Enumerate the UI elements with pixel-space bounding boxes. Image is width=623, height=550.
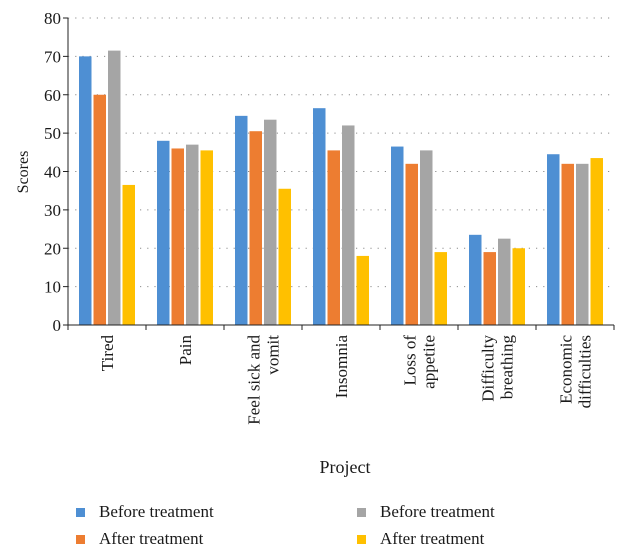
bar [122,184,135,325]
y-tick-label: 30 [44,201,61,220]
bar [498,238,511,325]
x-tick-label: Feel sick and vomit [245,335,283,425]
bar [93,94,106,325]
bar [327,150,340,325]
bar [405,163,418,325]
x-tick-label-line: Difficulty [479,335,498,402]
bar [547,154,560,325]
bar [200,150,213,325]
bar [157,140,170,325]
y-tick-label: 20 [44,239,61,258]
gridlines [68,17,614,288]
x-tick-label: Pain [176,335,195,366]
bar [420,150,433,325]
bar [249,131,262,325]
y-tick-label: 40 [44,163,61,182]
bar [561,163,574,325]
x-tick-label: Insomnia [332,335,351,399]
x-tick-label-line: Pain [176,335,195,366]
bar [278,188,291,325]
x-tick-label: Tired [98,335,117,372]
bar [576,163,589,325]
y-axis-label: Scores [15,151,32,194]
bar [590,158,603,325]
y-tick-label: 50 [44,124,61,143]
x-tick-label-line: vomit [264,335,283,375]
x-tick-label-line: breathing [498,335,517,400]
bar [483,252,496,325]
bar [469,234,482,325]
x-tick-label-line: Feel sick and [245,335,264,425]
bar [235,115,248,325]
axes [63,17,615,330]
y-tick-labels: 0 10 20 30 40 50 60 70 80 [44,9,61,335]
bar [434,252,447,325]
x-tick-label-line: Tired [98,335,117,372]
x-tick-label-line: Loss of [401,335,420,386]
bar [108,50,121,326]
bar [264,119,277,325]
y-tick-label: 0 [53,316,62,335]
bar [79,56,92,325]
bar [171,148,184,325]
bar [391,146,404,325]
x-tick-label: Loss of appetite [401,335,439,389]
y-tick-label: 80 [44,9,61,28]
bar [356,255,369,325]
x-axis-label: Project [320,457,371,477]
x-tick-label-line: difficulties [576,335,595,408]
bar [512,248,525,325]
x-tick-label: Economic difficulties [557,335,595,409]
x-tick-label-line: Economic [557,335,576,404]
x-tick-label-line: appetite [420,335,439,389]
x-tick-label-line: Insomnia [332,335,351,399]
bar [186,144,199,325]
y-tick-label: 10 [44,278,61,297]
bar [313,108,326,326]
y-tick-label: 60 [44,86,61,105]
bar [342,125,355,325]
x-tick-labels: Tired Pain Feel sick and vomit Insomnia Loss … [98,335,595,425]
bars [79,50,603,326]
x-tick-label: Difficulty breathing [479,335,517,402]
y-tick-label: 70 [44,47,61,66]
